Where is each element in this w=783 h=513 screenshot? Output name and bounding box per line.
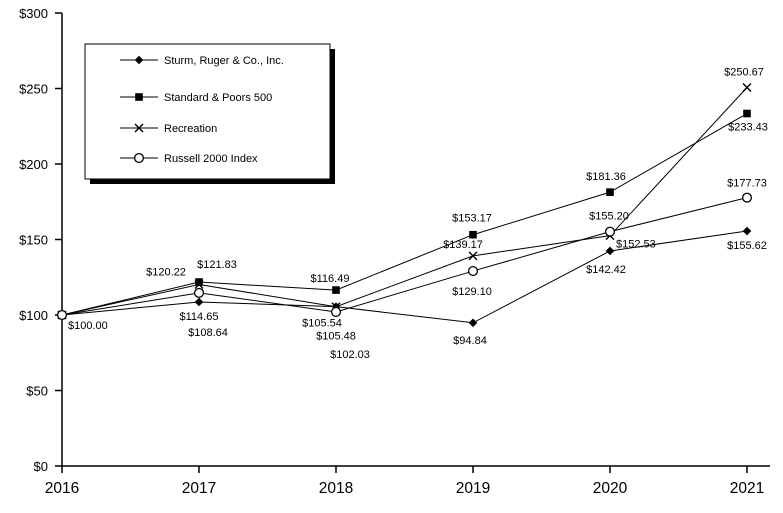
- square-marker-icon: [135, 93, 143, 101]
- legend-item: Sturm, Ruger & Co., Inc.: [120, 55, 284, 67]
- circle-marker-icon: [741, 192, 753, 203]
- y-axis-tick-label: $200: [19, 157, 48, 172]
- square-marker-icon: [743, 109, 751, 118]
- square-marker-icon: [195, 278, 203, 286]
- y-axis-tick-label: $150: [19, 233, 48, 248]
- series-line: [61, 87, 748, 316]
- y-axis-tick-label: $300: [19, 6, 48, 21]
- y-axis-tick-label: $250: [19, 82, 48, 97]
- data-label: $105.48: [316, 331, 356, 343]
- x-axis-tick-label: 2020: [593, 480, 628, 497]
- circle-marker-icon: [330, 306, 342, 317]
- x-axis-tick-label: 2021: [730, 480, 764, 497]
- circle-marker-icon: [56, 309, 68, 321]
- data-label: $153.17: [452, 213, 492, 225]
- square-marker-icon: [606, 188, 614, 196]
- data-label: $155.62: [727, 240, 767, 252]
- x-axis-tick-label: 2018: [319, 480, 353, 497]
- data-label: $108.64: [188, 327, 228, 339]
- diamond-marker-icon: [742, 226, 752, 236]
- data-label: $100.00: [68, 320, 108, 332]
- x-marker-icon: [194, 279, 204, 289]
- data-labels: $100.00 $120.22 $121.83 $114.65 $108.64 $116.…: [68, 66, 768, 360]
- data-label: $102.03: [330, 349, 370, 361]
- series-line: [61, 230, 748, 324]
- series-russell-2000-index: [56, 192, 753, 321]
- diamond-marker-icon: [468, 318, 478, 328]
- circle-marker-icon: [467, 266, 479, 277]
- square-marker-icon: [332, 286, 340, 294]
- data-label: $181.36: [586, 171, 626, 183]
- y-axis-tick-label: $100: [19, 308, 48, 323]
- data-label: $155.20: [589, 211, 629, 223]
- x-marker-icon: [468, 251, 478, 261]
- legend-item: Recreation: [120, 123, 217, 135]
- data-label: $116.49: [311, 273, 350, 285]
- legend-label: Standard & Poors 500: [164, 92, 272, 104]
- data-label: $177.73: [727, 178, 767, 190]
- diamond-marker-icon: [194, 297, 204, 307]
- series-line: [61, 197, 748, 316]
- legend-item: Standard & Poors 500: [120, 92, 272, 104]
- data-label: $139.17: [443, 239, 483, 251]
- circle-marker-icon: [604, 226, 616, 237]
- data-label: $105.54: [302, 318, 342, 330]
- data-label: $233.43: [728, 122, 768, 134]
- x-marker-icon: [742, 82, 752, 92]
- data-label: $152.53: [616, 239, 656, 251]
- diamond-marker-icon: [134, 55, 144, 65]
- legend-label: Recreation: [164, 123, 217, 135]
- x-marker-icon: [134, 123, 144, 133]
- data-label: $114.65: [180, 311, 219, 323]
- legend-box: [84, 43, 331, 180]
- data-label: $250.67: [724, 66, 764, 78]
- x-axis-tick-label: 2019: [456, 480, 490, 497]
- legend: Sturm, Ruger & Co., Inc. Standard & Poors…: [84, 43, 335, 184]
- legend-label: Sturm, Ruger & Co., Inc.: [164, 55, 284, 67]
- data-label: $94.84: [453, 335, 487, 347]
- data-label: $121.83: [197, 259, 237, 271]
- y-axis-tick-label: $0: [34, 459, 48, 474]
- x-axis-tick-label: 2017: [182, 480, 216, 497]
- legend-label: Russell 2000 Index: [164, 153, 258, 165]
- x-axis-tick-label: 2016: [45, 480, 79, 497]
- circle-marker-icon: [133, 152, 145, 164]
- square-marker-icon: [469, 230, 477, 239]
- data-label: $129.10: [452, 286, 492, 298]
- legend-item: Russell 2000 Index: [120, 152, 258, 165]
- y-axis-tick-label: $50: [26, 384, 48, 399]
- circle-marker-icon: [193, 287, 205, 298]
- series-line: [61, 113, 748, 316]
- axes: $0 $50 $100 $150 $200 $250 $300 2016 2017 2018 201…: [19, 6, 770, 497]
- diamond-marker-icon: [605, 246, 615, 256]
- data-label: $142.42: [586, 264, 626, 276]
- data-label: $120.22: [146, 266, 186, 278]
